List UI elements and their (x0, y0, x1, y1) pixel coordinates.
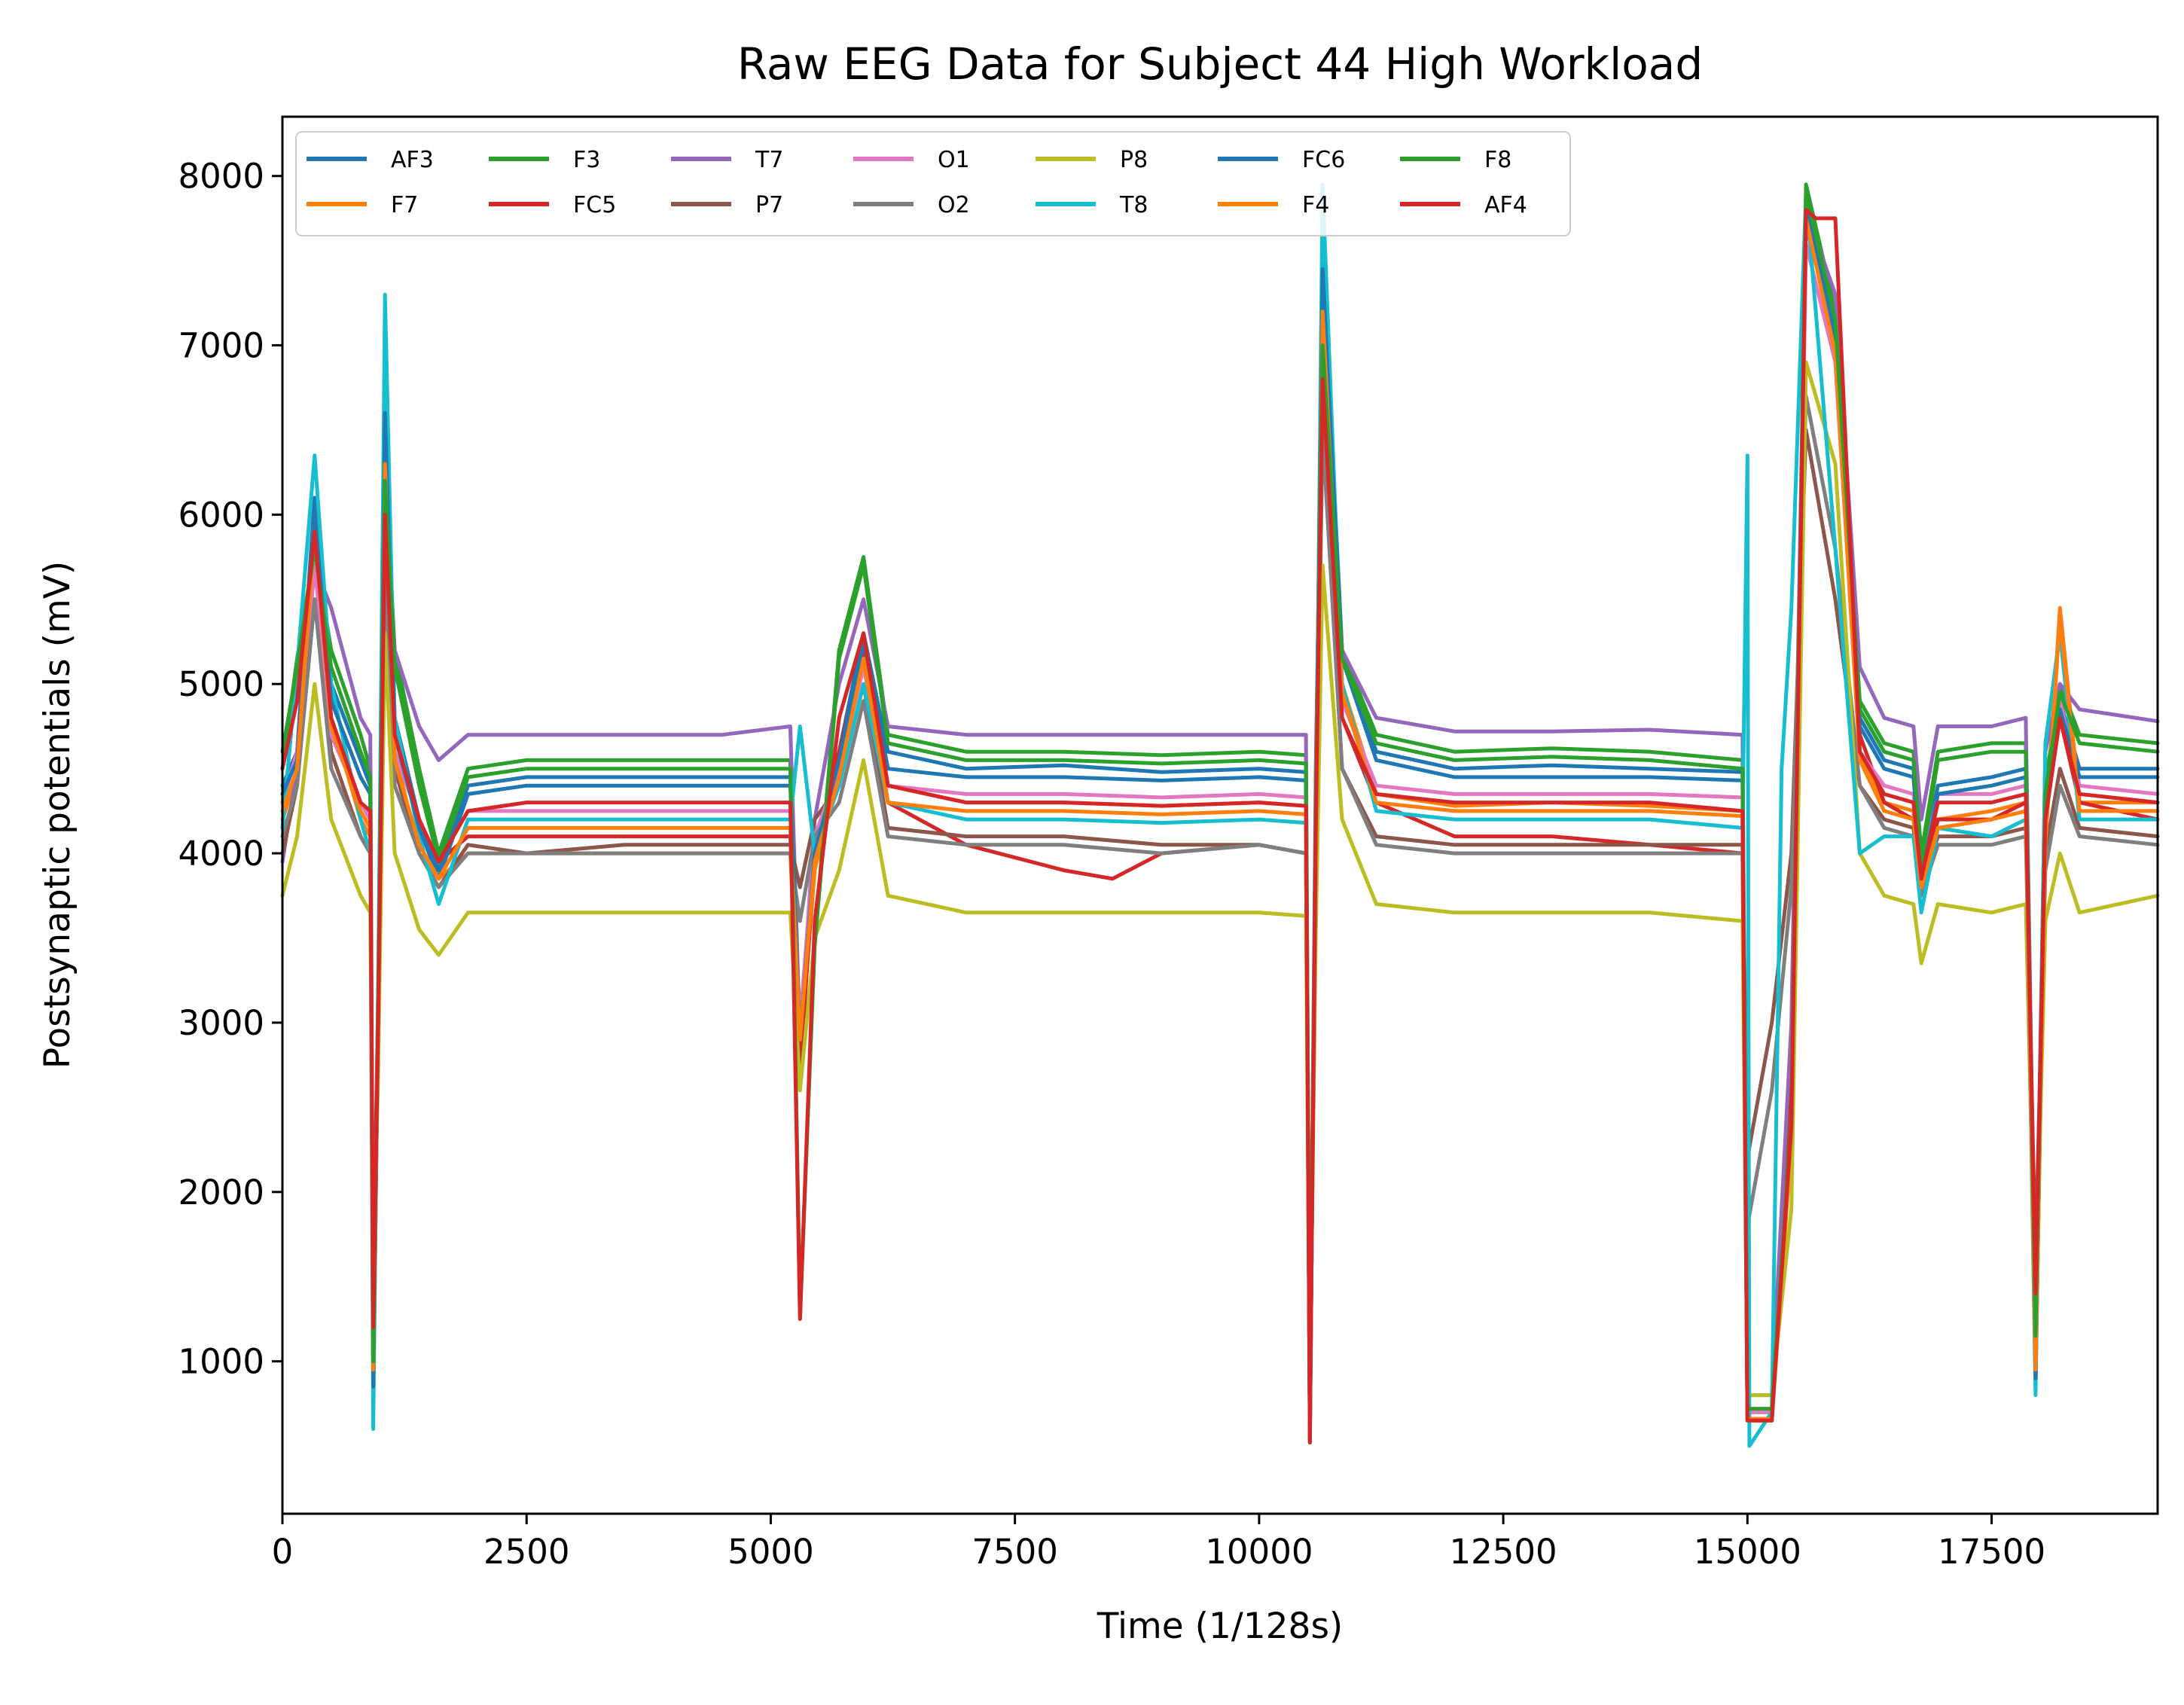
x-tick-label: 2500 (483, 1532, 570, 1572)
x-axis-ticks: 0 2500 5000 7500 10000 12500 15000 17500 (272, 1514, 2045, 1572)
legend-label-f4: F4 (1302, 192, 1329, 218)
legend-label-fc6: FC6 (1302, 147, 1345, 173)
legend-label-af3: AF3 (391, 147, 434, 173)
legend-label-af4: AF4 (1484, 192, 1527, 218)
y-tick-label: 3000 (178, 1003, 264, 1043)
y-tick-label: 4000 (178, 834, 264, 874)
y-axis-ticks: 1000 2000 3000 4000 5000 6000 7000 8000 (178, 157, 282, 1382)
x-tick-label: 15000 (1694, 1532, 1801, 1572)
x-tick-label: 17500 (1938, 1532, 2045, 1572)
y-tick-label: 7000 (178, 326, 264, 366)
series-line-af4 (280, 208, 2160, 1445)
y-tick-label: 5000 (178, 664, 264, 704)
x-tick-label: 10000 (1205, 1532, 1313, 1572)
series-line-f8 (280, 191, 2160, 1411)
legend-label-f7: F7 (391, 192, 418, 218)
legend-label-f8: F8 (1484, 147, 1511, 173)
y-axis-label: Postsynaptic potentials (mV) (37, 561, 78, 1069)
legend: AF3 F7 F3 FC5 T7 P7 O1 O2 P8 T8 FC6 F4 F8 AF4 (295, 131, 1571, 236)
y-tick-label: 1000 (178, 1342, 264, 1382)
y-tick-label: 8000 (178, 157, 264, 197)
legend-label-f3: F3 (573, 147, 600, 173)
x-tick-label: 7500 (972, 1532, 1058, 1572)
chart-title: Raw EEG Data for Subject 44 High Workloa… (737, 38, 1703, 90)
legend-label-t7: T7 (755, 147, 783, 173)
plot-frame (281, 115, 2159, 1515)
x-tick-label: 5000 (727, 1532, 814, 1572)
y-tick-label: 6000 (178, 495, 264, 535)
x-tick-label: 0 (272, 1532, 294, 1572)
legend-label-o1: O1 (938, 147, 970, 173)
legend-label-p7: P7 (755, 192, 783, 218)
series-layer (280, 182, 2160, 1448)
x-axis-label: Time (1/128s) (1097, 1606, 1344, 1647)
legend-label-t8: T8 (1119, 192, 1148, 218)
x-tick-label: 12500 (1450, 1532, 1557, 1572)
legend-box (295, 131, 1571, 236)
legend-label-o2: O2 (938, 192, 970, 218)
y-tick-label: 2000 (178, 1173, 264, 1212)
legend-label-fc5: FC5 (573, 192, 616, 218)
legend-label-p8: P8 (1120, 147, 1148, 173)
